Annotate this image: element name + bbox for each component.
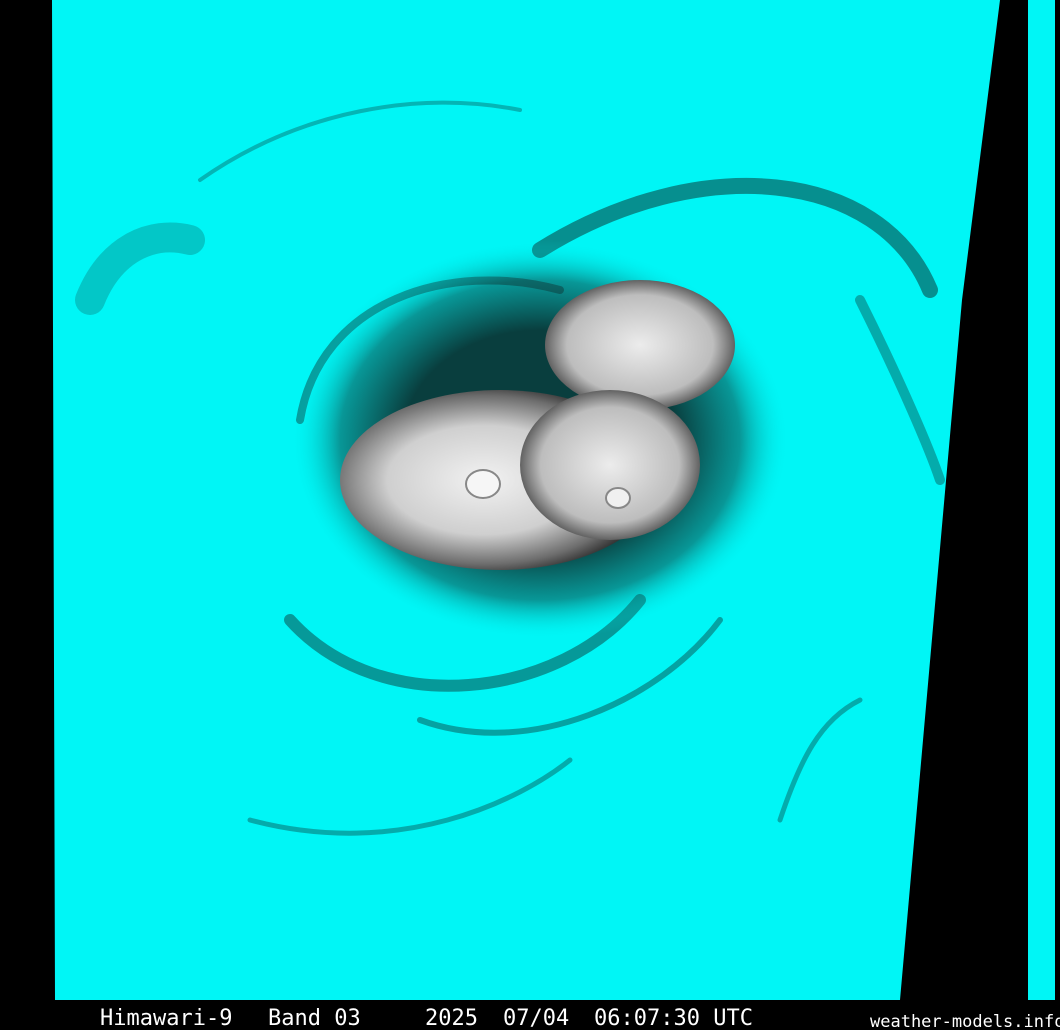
storm-core-north bbox=[545, 280, 735, 410]
overshooting-top bbox=[605, 487, 631, 509]
year: 2025 bbox=[425, 1006, 478, 1030]
time: 06:07:30 UTC bbox=[594, 1006, 753, 1030]
overshooting-top bbox=[465, 469, 501, 499]
satellite-name: Himawari-9 bbox=[100, 1006, 232, 1030]
credit: weather-models.info bbox=[870, 1012, 1060, 1030]
storm-core-east bbox=[520, 390, 700, 540]
caption-bar bbox=[0, 1000, 1060, 1030]
edge-strip bbox=[1028, 0, 1055, 1000]
band: Band 03 bbox=[268, 1006, 361, 1030]
date: 07/04 bbox=[503, 1006, 569, 1030]
